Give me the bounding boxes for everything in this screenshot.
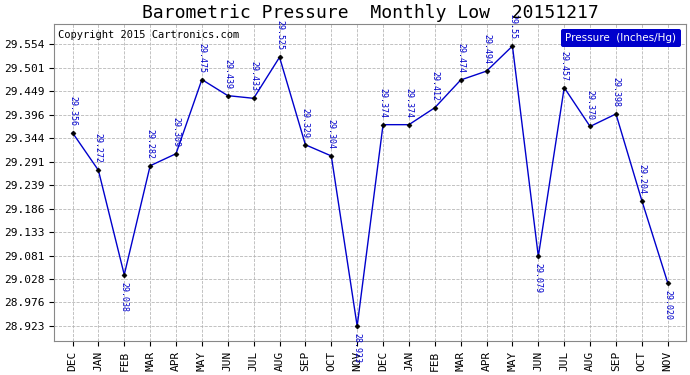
Text: 29.374: 29.374 [379, 88, 388, 118]
Text: 29.356: 29.356 [68, 96, 77, 126]
Text: 29.282: 29.282 [146, 129, 155, 159]
Legend: Pressure  (Inches/Hg): Pressure (Inches/Hg) [561, 29, 680, 47]
Text: 29.475: 29.475 [197, 43, 206, 73]
Text: 29.525: 29.525 [275, 20, 284, 50]
Text: Copyright 2015 Cartronics.com: Copyright 2015 Cartronics.com [57, 30, 239, 40]
Text: 29.398: 29.398 [611, 77, 620, 107]
Text: 28.923: 28.923 [353, 333, 362, 363]
Text: 29.439: 29.439 [224, 59, 233, 89]
Text: 29.309: 29.309 [172, 117, 181, 147]
Text: 29.55: 29.55 [508, 14, 517, 39]
Text: 29.412: 29.412 [431, 71, 440, 101]
Text: 29.038: 29.038 [120, 282, 129, 312]
Text: 29.020: 29.020 [663, 290, 672, 320]
Text: 29.204: 29.204 [638, 164, 647, 194]
Text: 29.272: 29.272 [94, 133, 103, 163]
Text: 29.370: 29.370 [586, 90, 595, 120]
Text: 29.494: 29.494 [482, 34, 491, 64]
Title: Barometric Pressure  Monthly Low  20151217: Barometric Pressure Monthly Low 20151217 [141, 4, 598, 22]
Text: 29.374: 29.374 [404, 88, 413, 118]
Text: 29.433: 29.433 [249, 62, 258, 92]
Text: 29.329: 29.329 [301, 108, 310, 138]
Text: 29.079: 29.079 [534, 263, 543, 293]
Text: 29.304: 29.304 [327, 119, 336, 149]
Text: 29.457: 29.457 [560, 51, 569, 81]
Text: 29.474: 29.474 [456, 43, 465, 73]
